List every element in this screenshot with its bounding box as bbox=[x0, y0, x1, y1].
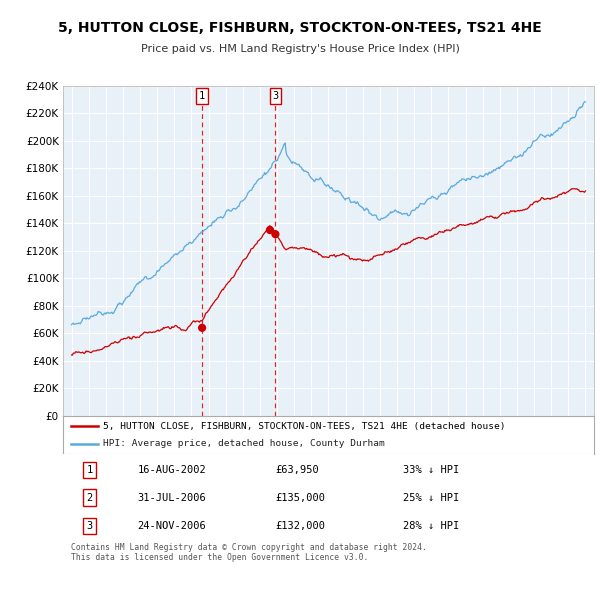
Text: HPI: Average price, detached house, County Durham: HPI: Average price, detached house, Coun… bbox=[103, 440, 385, 448]
Text: 16-AUG-2002: 16-AUG-2002 bbox=[137, 465, 206, 475]
Text: 28% ↓ HPI: 28% ↓ HPI bbox=[403, 521, 459, 531]
Text: £63,950: £63,950 bbox=[275, 465, 319, 475]
Text: 1: 1 bbox=[86, 465, 92, 475]
Text: 2: 2 bbox=[86, 493, 92, 503]
Text: 5, HUTTON CLOSE, FISHBURN, STOCKTON-ON-TEES, TS21 4HE: 5, HUTTON CLOSE, FISHBURN, STOCKTON-ON-T… bbox=[58, 21, 542, 35]
Text: 3: 3 bbox=[272, 91, 278, 101]
Point bbox=[197, 323, 207, 333]
Point bbox=[265, 225, 275, 235]
Text: Price paid vs. HM Land Registry's House Price Index (HPI): Price paid vs. HM Land Registry's House … bbox=[140, 44, 460, 54]
Text: £132,000: £132,000 bbox=[275, 521, 325, 531]
Text: £135,000: £135,000 bbox=[275, 493, 325, 503]
Text: 33% ↓ HPI: 33% ↓ HPI bbox=[403, 465, 459, 475]
Text: 3: 3 bbox=[86, 521, 92, 531]
Point bbox=[271, 230, 280, 239]
Text: 5, HUTTON CLOSE, FISHBURN, STOCKTON-ON-TEES, TS21 4HE (detached house): 5, HUTTON CLOSE, FISHBURN, STOCKTON-ON-T… bbox=[103, 422, 505, 431]
Text: Contains HM Land Registry data © Crown copyright and database right 2024.
This d: Contains HM Land Registry data © Crown c… bbox=[71, 543, 427, 562]
Text: 25% ↓ HPI: 25% ↓ HPI bbox=[403, 493, 459, 503]
Text: 31-JUL-2006: 31-JUL-2006 bbox=[137, 493, 206, 503]
Text: 24-NOV-2006: 24-NOV-2006 bbox=[137, 521, 206, 531]
Text: 1: 1 bbox=[199, 91, 205, 101]
